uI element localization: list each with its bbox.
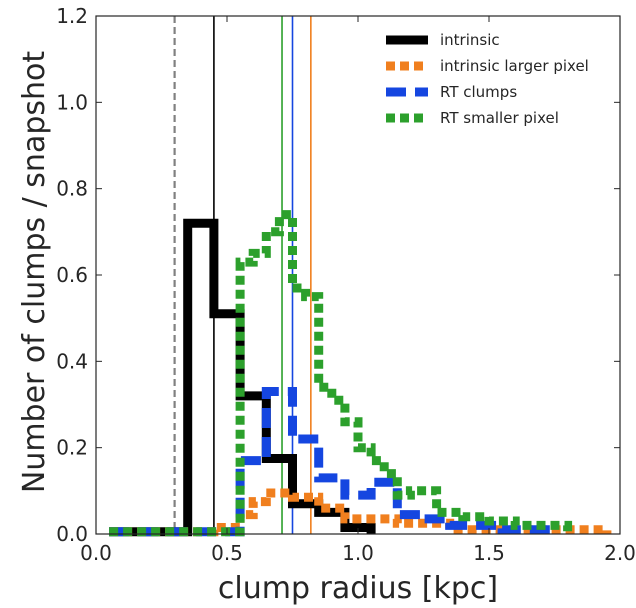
x-tick-label: 2.0 <box>604 541 636 565</box>
y-axis-label: Number of clumps / snapshot <box>17 51 52 493</box>
legend-label: intrinsic <box>440 31 500 49</box>
y-tick-label: 0.0 <box>56 522 88 546</box>
y-tick-label: 1.0 <box>56 90 88 114</box>
y-tick-label: 0.8 <box>56 177 88 201</box>
tick-labels: 0.0 0.5 1.0 1.5 2.0 0.0 0.2 0.4 0.6 0.8 1.0 1.2 <box>56 4 636 565</box>
series-line-2 <box>109 387 559 537</box>
legend-label: RT clumps <box>440 83 517 101</box>
legend-label: intrinsic larger pixel <box>440 57 589 75</box>
x-tick-label: 1.5 <box>473 541 505 565</box>
y-tick-label: 0.4 <box>56 349 88 373</box>
x-tick-label: 0.0 <box>80 541 112 565</box>
series-line-3 <box>109 210 573 537</box>
axis-ticks <box>95 15 621 535</box>
y-tick-label: 0.2 <box>56 436 88 460</box>
y-tick-label: 0.6 <box>56 263 88 287</box>
legend: intrinsic intrinsic larger pixel RT clumps… <box>386 31 589 127</box>
legend-label: RT smaller pixel <box>440 109 559 127</box>
series-layer <box>109 210 612 537</box>
x-tick-label: 1.0 <box>342 541 374 565</box>
x-tick-label: 0.5 <box>211 541 243 565</box>
y-tick-label: 1.2 <box>56 4 88 28</box>
x-axis-label: clump radius [kpc] <box>218 571 498 606</box>
